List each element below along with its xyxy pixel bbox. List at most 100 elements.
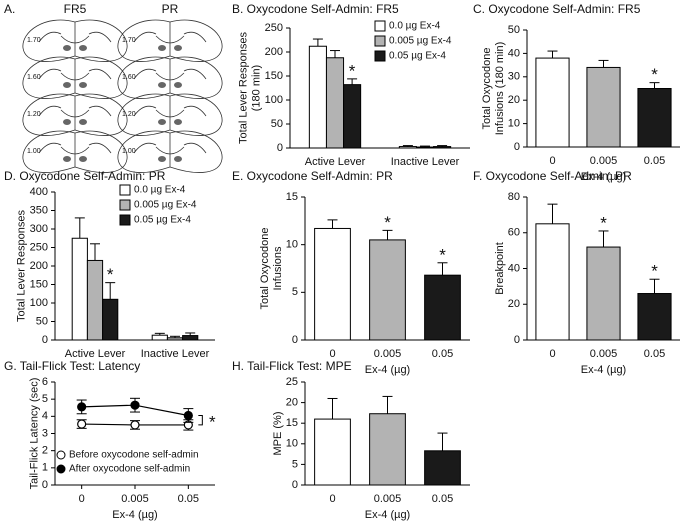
y-tick-label: 5 xyxy=(292,458,298,470)
x-tick-label: Inactive Lever xyxy=(391,156,460,168)
significance-bracket xyxy=(198,414,203,426)
atlas-title: FR5 xyxy=(64,2,87,16)
y-tick-label: 0 xyxy=(42,479,48,491)
legend-swatch xyxy=(374,35,386,47)
nucleus xyxy=(174,156,182,162)
level-label: 1.70 xyxy=(27,37,41,44)
brain-detail xyxy=(133,22,207,56)
marker xyxy=(130,400,140,410)
level-label: 1.00 xyxy=(122,148,136,155)
nucleus xyxy=(174,45,182,51)
legend-swatch xyxy=(119,214,131,226)
x-tick-label: 0.005 xyxy=(374,348,402,360)
x-tick-label: 0.05 xyxy=(644,155,665,167)
bar xyxy=(182,335,199,341)
y-tick-label: 15 xyxy=(286,417,298,429)
bar xyxy=(637,293,672,341)
chart-title: B. Oxycodone Self-Admin: FR5 xyxy=(232,2,399,16)
y-axis-label: Infusions (180 min) xyxy=(494,42,506,136)
y-axis-label: Tail-Flick Latency (sec) xyxy=(28,378,40,490)
bar xyxy=(151,334,168,341)
level-label: 1.70 xyxy=(122,37,136,44)
bar xyxy=(586,66,621,148)
bar xyxy=(433,146,452,149)
y-tick-label: 100 xyxy=(265,94,283,106)
y-axis-label: Total Lever Responses xyxy=(15,210,27,322)
y-tick-label: 30 xyxy=(508,71,520,83)
bar xyxy=(369,413,406,486)
legend-label: 0.05 µg Ex-4 xyxy=(134,215,191,226)
bar xyxy=(535,223,570,341)
chart-title: H. Tail-Flick Test: MPE xyxy=(232,359,352,373)
significance-star: * xyxy=(384,213,391,232)
bar xyxy=(314,418,351,486)
legend-label: 0.005 µg Ex-4 xyxy=(134,200,197,211)
nucleus xyxy=(158,82,166,88)
bar xyxy=(424,450,461,486)
x-axis-label: Ex-4 (µg) xyxy=(365,509,410,521)
significance-star: * xyxy=(651,262,658,281)
x-tick-label: 0.005 xyxy=(374,493,402,505)
nucleus xyxy=(79,45,87,51)
x-tick-label: Active Lever xyxy=(305,156,366,168)
y-axis-label: Total Lever Responses xyxy=(237,32,249,144)
level-label: 1.20 xyxy=(122,111,136,118)
level-label: 1.00 xyxy=(27,148,41,155)
y-tick-label: 200 xyxy=(265,46,283,58)
bar xyxy=(415,146,435,149)
legend-swatch xyxy=(374,20,386,32)
bar xyxy=(535,57,570,148)
brain-detail xyxy=(38,96,112,130)
legend-marker xyxy=(56,464,66,474)
legend-marker xyxy=(56,450,66,460)
y-tick-label: 1 xyxy=(42,462,48,474)
x-tick-label: 0.05 xyxy=(432,348,453,360)
bar xyxy=(398,146,417,149)
y-tick-label: 0 xyxy=(292,479,298,491)
legend-label: 0.0 µg Ex-4 xyxy=(389,21,441,32)
y-tick-label: 150 xyxy=(30,278,48,290)
bar xyxy=(308,45,327,149)
y-tick-label: 0 xyxy=(42,334,48,346)
brain-detail xyxy=(133,133,207,167)
marker xyxy=(183,410,193,421)
chart-title: F. Oxycodone Self-Admin: PR xyxy=(473,169,632,183)
nucleus xyxy=(63,156,71,162)
bar xyxy=(637,88,672,148)
legend-label: After oxycodone self-admin xyxy=(69,464,190,475)
x-axis-label: Ex-4 (µg) xyxy=(581,364,626,376)
y-tick-label: 15 xyxy=(286,191,298,203)
y-tick-label: 80 xyxy=(508,191,520,203)
y-tick-label: 0 xyxy=(514,141,520,153)
brain-detail xyxy=(38,133,112,167)
y-tick-label: 0 xyxy=(292,334,298,346)
chart-title: D. Oxycodone Self-Admin: PR xyxy=(4,169,166,183)
panel-label: A. xyxy=(4,2,15,16)
level-label: 1.20 xyxy=(27,111,41,118)
level-label: 1.60 xyxy=(122,74,136,81)
y-tick-label: 150 xyxy=(265,70,283,82)
y-tick-label: 250 xyxy=(265,22,283,34)
y-tick-label: 3 xyxy=(42,427,48,439)
significance-star: * xyxy=(349,61,356,80)
bar xyxy=(102,298,119,341)
bar xyxy=(166,337,184,341)
bar xyxy=(369,239,406,341)
legend-swatch xyxy=(374,50,386,62)
x-tick-label: 0.005 xyxy=(590,348,618,360)
x-axis-label: Ex-4 (µg) xyxy=(365,364,410,376)
marker xyxy=(77,402,87,412)
x-tick-label: Active Lever xyxy=(65,348,126,360)
y-axis-label: Infusions xyxy=(272,246,284,291)
y-axis-label: Breakpoint xyxy=(494,242,506,295)
y-axis-label: (180 min) xyxy=(250,65,262,111)
y-tick-label: 0 xyxy=(277,142,283,154)
x-tick-label: 0.05 xyxy=(432,493,453,505)
bar xyxy=(325,57,345,149)
bar xyxy=(343,84,362,149)
x-axis-label: Ex-4 (µg) xyxy=(581,171,626,183)
y-tick-label: 400 xyxy=(30,186,48,198)
chart-title: G. Tail-Flick Test: Latency xyxy=(4,359,140,373)
legend-swatch xyxy=(119,184,131,196)
